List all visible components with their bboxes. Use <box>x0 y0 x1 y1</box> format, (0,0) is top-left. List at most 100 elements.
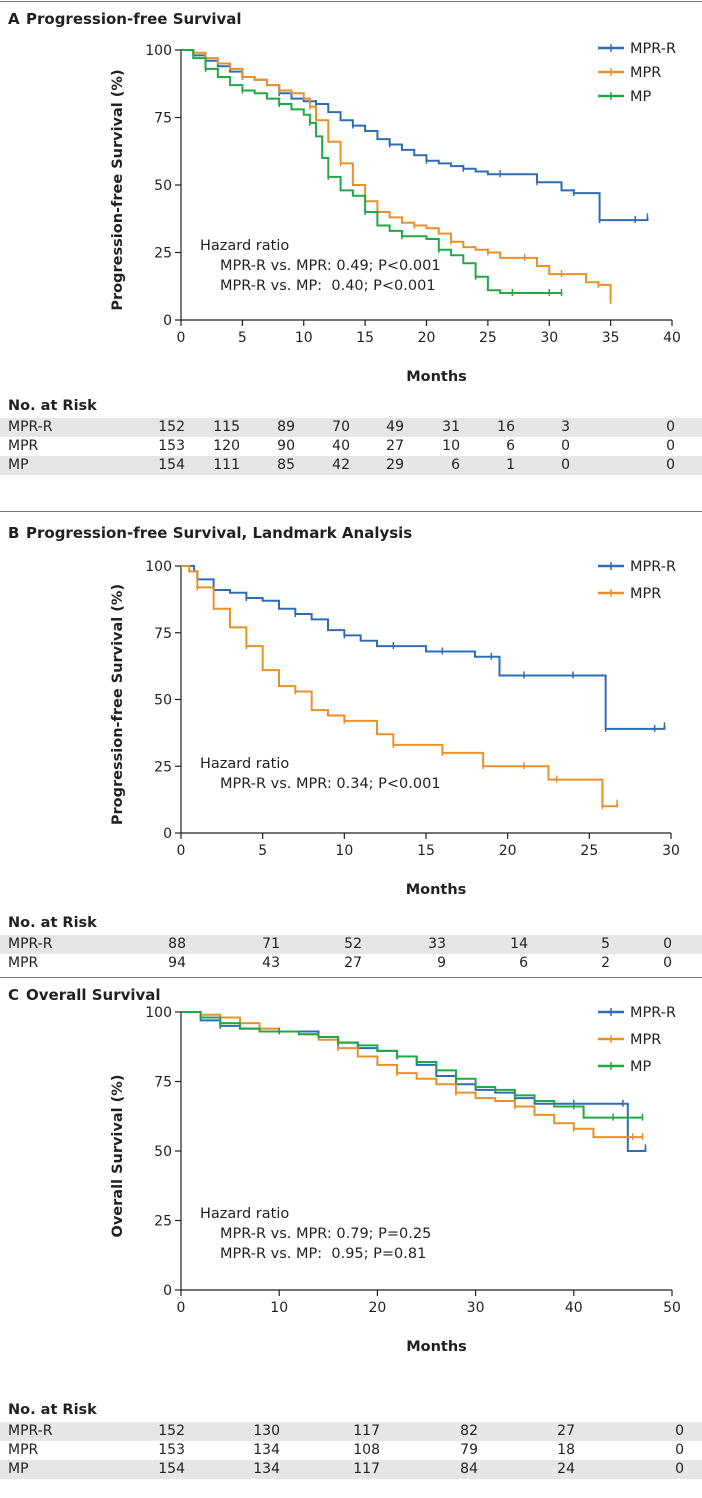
x-tick-label: 10 <box>335 843 353 859</box>
x-tick-label: 40 <box>663 330 681 346</box>
risk-cell: 6 <box>451 457 460 473</box>
panel-b-letter: B <box>8 524 20 542</box>
y-tick-label: 100 <box>145 43 172 59</box>
hazard-ratio-line: MPR-R vs. MP: 0.40; P<0.001 <box>220 278 436 294</box>
x-tick-label: 0 <box>177 330 186 346</box>
y-tick-label: 75 <box>154 1075 172 1091</box>
risk-cell: 82 <box>460 1423 478 1439</box>
risk-cell: 27 <box>344 955 362 971</box>
x-tick-label: 10 <box>270 1300 288 1316</box>
y-tick-label: 75 <box>154 111 172 127</box>
x-tick-label: 30 <box>467 1300 485 1316</box>
panel-a-top-rule <box>0 1 702 2</box>
panel-a-risk-title: No. at Risk <box>8 398 97 414</box>
risk-row-label: MPR <box>8 438 39 454</box>
legend-label-mpr: MPR <box>630 1032 661 1048</box>
risk-cell: 154 <box>158 1461 185 1477</box>
risk-row-mp: MP 154 111 85 42 29 6 1 0 0 <box>0 456 702 475</box>
risk-cell: 0 <box>666 438 675 454</box>
panel-a-letter: A <box>8 10 20 28</box>
risk-cell: 2 <box>601 955 610 971</box>
hazard-ratio-line: MPR-R vs. MPR: 0.34; P<0.001 <box>220 776 441 792</box>
x-tick-label: 0 <box>177 1300 186 1316</box>
x-tick-label: 10 <box>295 330 313 346</box>
risk-cell: 88 <box>168 936 186 952</box>
risk-cell: 117 <box>353 1461 380 1477</box>
risk-cell: 84 <box>460 1461 478 1477</box>
x-axis-label: Months <box>406 1339 467 1355</box>
legend-label-mp: MP <box>630 89 652 105</box>
y-tick-label: 0 <box>163 313 172 329</box>
legend-label-mpr-r: MPR-R <box>630 559 676 575</box>
risk-row-label: MP <box>8 1461 29 1477</box>
risk-cell: 94 <box>168 955 186 971</box>
x-tick-label: 5 <box>238 330 247 346</box>
risk-cell: 120 <box>213 438 240 454</box>
risk-cell: 0 <box>663 955 672 971</box>
risk-cell: 29 <box>386 457 404 473</box>
x-tick-label: 30 <box>662 843 680 859</box>
risk-row-label: MPR-R <box>8 1423 53 1439</box>
panel-c-letter: C <box>8 986 20 1004</box>
risk-cell: 24 <box>557 1461 575 1477</box>
risk-cell: 9 <box>437 955 446 971</box>
risk-cell: 14 <box>510 936 528 952</box>
x-tick-label: 25 <box>479 330 497 346</box>
risk-row-label: MPR-R <box>8 936 53 952</box>
hazard-ratio-heading: Hazard ratio <box>200 238 289 254</box>
panel-c-title-text: Overall Survival <box>26 986 161 1004</box>
risk-row-mpr-r: MPR-R 152 115 89 70 49 31 16 3 0 <box>0 418 702 437</box>
x-tick-label: 0 <box>177 843 186 859</box>
risk-cell: 5 <box>601 936 610 952</box>
panel-c-chart: 0 25 50 75 100 0 10 20 30 40 50 Months Overall Survi… <box>110 1005 681 1355</box>
y-axis-label: Progression-free Survival (%) <box>110 584 126 825</box>
risk-cell: 49 <box>386 419 404 435</box>
y-axis-label: Overall Survival (%) <box>110 1075 126 1238</box>
x-tick-label: 20 <box>499 843 517 859</box>
series-line-mpr <box>181 1011 643 1139</box>
risk-cell: 33 <box>428 936 446 952</box>
risk-cell: 89 <box>277 419 295 435</box>
risk-cell: 6 <box>506 438 515 454</box>
panel-a-chart: 0 25 50 75 100 0 5 10 15 20 25 30 35 40 Months Progress… <box>110 41 681 385</box>
risk-row-mpr: MPR 94 43 27 9 6 2 0 <box>0 954 702 973</box>
risk-row-mpr-r: MPR-R 152 130 117 82 27 0 <box>0 1422 702 1441</box>
risk-cell: 27 <box>386 438 404 454</box>
risk-row-mpr: MPR 153 134 108 79 18 0 <box>0 1441 702 1460</box>
risk-cell: 152 <box>158 419 185 435</box>
risk-cell: 153 <box>158 1442 185 1458</box>
hazard-ratio-line: MPR-R vs. MP: 0.95; P=0.81 <box>220 1246 426 1262</box>
x-axis-label: Months <box>406 882 467 898</box>
hazard-ratio-heading: Hazard ratio <box>200 1206 289 1222</box>
x-tick-label: 20 <box>368 1300 386 1316</box>
y-tick-label: 50 <box>154 178 172 194</box>
hazard-ratio-line: MPR-R vs. MPR: 0.49; P<0.001 <box>220 258 441 274</box>
x-tick-label: 15 <box>417 843 435 859</box>
panel-b-risk-title: No. at Risk <box>8 915 97 931</box>
risk-cell: 134 <box>253 1442 280 1458</box>
risk-cell: 40 <box>332 438 350 454</box>
hazard-ratio-heading: Hazard ratio <box>200 756 289 772</box>
x-tick-label: 5 <box>258 843 267 859</box>
x-tick-label: 30 <box>540 330 558 346</box>
risk-cell: 0 <box>675 1423 684 1439</box>
panel-b-title: B Progression-free Survival, Landmark Ana… <box>8 524 412 542</box>
risk-row-mpr-r: MPR-R 88 71 52 33 14 5 0 <box>0 935 702 954</box>
panel-a-title-text: Progression-free Survival <box>26 10 242 28</box>
risk-cell: 0 <box>666 457 675 473</box>
risk-row-label: MPR <box>8 955 39 971</box>
series-line-mp <box>181 1011 643 1119</box>
panel-a-title: A Progression-free Survival <box>8 10 242 28</box>
risk-cell: 3 <box>561 419 570 435</box>
x-tick-label: 15 <box>356 330 374 346</box>
y-tick-label: 50 <box>154 1144 172 1160</box>
legend-label-mpr: MPR <box>630 586 661 602</box>
risk-cell: 115 <box>213 419 240 435</box>
risk-cell: 1 <box>506 457 515 473</box>
risk-row-mp: MP 154 134 117 84 24 0 <box>0 1460 702 1479</box>
risk-cell: 108 <box>353 1442 380 1458</box>
risk-row-label: MP <box>8 457 29 473</box>
y-tick-label: 75 <box>154 626 172 642</box>
panel-b-chart: 0 25 50 75 100 0 5 10 15 20 25 30 Months Progression-… <box>110 559 680 898</box>
risk-cell: 52 <box>344 936 362 952</box>
